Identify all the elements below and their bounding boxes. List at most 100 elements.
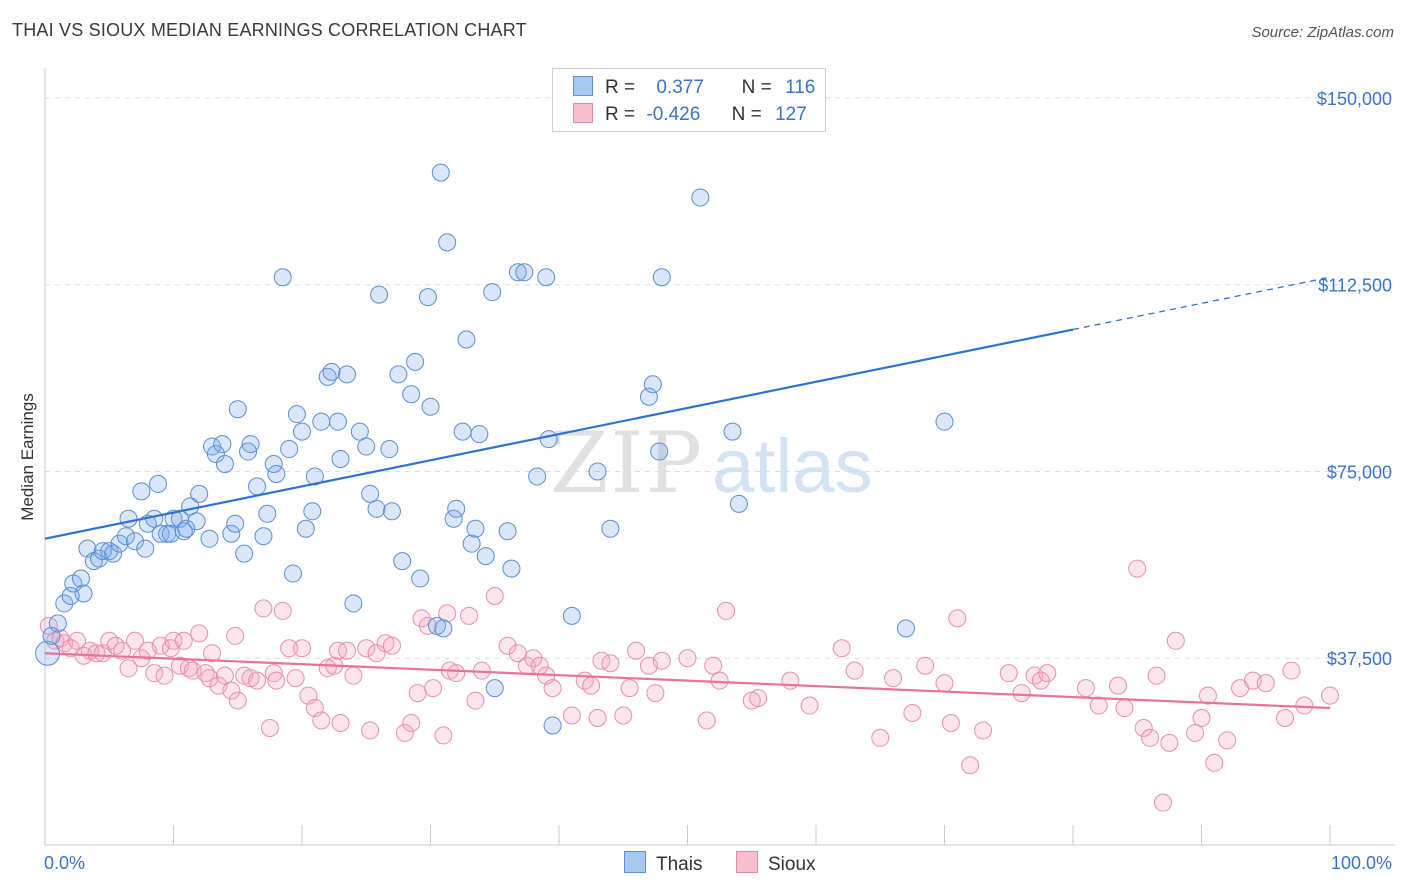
thais-point [200, 529, 219, 548]
thais-points [35, 163, 954, 735]
thais-trend-extension [1072, 276, 1331, 331]
thais-legend-swatch [624, 851, 646, 873]
sioux-point [155, 666, 174, 685]
sioux-point [652, 651, 671, 670]
thais-point [411, 569, 430, 588]
thais-point [421, 397, 440, 416]
sioux-point [447, 664, 466, 683]
sioux-point [582, 676, 601, 695]
sioux-point [717, 601, 736, 620]
thais-point [402, 385, 421, 404]
thais-point [284, 564, 303, 583]
sioux-point [948, 609, 967, 628]
thais-point [382, 502, 401, 521]
thais-point [293, 422, 311, 441]
thais-point [241, 435, 260, 454]
thais-point [483, 283, 502, 302]
sioux-point [466, 691, 485, 710]
sioux-point [941, 713, 960, 732]
thais-point [93, 542, 112, 561]
sioux-point [884, 669, 903, 688]
sioux-point [267, 671, 286, 690]
thais-point [470, 425, 489, 444]
thais-point [222, 524, 241, 543]
thais-point [215, 454, 234, 473]
axis-labels: $37,500 $75,000 $112,500 $150,000 0.0% 100.0%… [18, 89, 1392, 873]
thais-point [447, 499, 466, 518]
sioux-point [1038, 664, 1057, 683]
sioux-point [248, 671, 267, 690]
correlation-legend: R = 0.377 N = 116 R = -0.426 N = 127 [552, 68, 826, 132]
thais-point [462, 534, 481, 553]
thais-point [515, 263, 534, 282]
sioux-point [1282, 661, 1301, 680]
sioux-point [87, 644, 106, 663]
y-tick-label: $37,500 [1327, 649, 1392, 669]
sioux-point [382, 636, 401, 655]
thais-point [643, 375, 662, 394]
sioux-point [961, 756, 980, 775]
sioux-point [119, 659, 138, 678]
thais-point [305, 467, 324, 486]
sioux-point [1186, 723, 1205, 742]
sioux-point [562, 706, 581, 725]
thais-point [136, 539, 155, 558]
thais-point [206, 445, 225, 464]
thais-point [74, 584, 93, 603]
n-label: N = [741, 77, 772, 98]
sioux-point [395, 723, 414, 742]
sioux-point [145, 664, 164, 683]
sioux-point [627, 641, 646, 660]
sioux-point [273, 601, 292, 620]
thais-point [190, 484, 209, 503]
sioux-point [164, 631, 183, 650]
thais-point [104, 544, 123, 563]
thais-point [406, 352, 425, 371]
sioux-point [264, 664, 283, 683]
sioux-point [620, 679, 639, 698]
thais-point [267, 464, 286, 483]
thais-point [389, 365, 408, 384]
thais-legend-label: Thais [656, 854, 703, 875]
sioux-point [749, 689, 768, 708]
thais-point [119, 509, 138, 528]
sioux-point [200, 669, 219, 688]
thais-point [125, 532, 144, 551]
sioux-point [228, 691, 247, 710]
sioux-point [1031, 671, 1050, 690]
y-tick-label: $75,000 [1327, 462, 1392, 482]
sioux-point [1153, 793, 1172, 812]
sioux-point [1147, 666, 1166, 685]
sioux-point [337, 641, 356, 660]
thais-point [691, 188, 710, 207]
thais-point [588, 462, 607, 481]
sioux-point [286, 669, 305, 688]
sioux-point [361, 721, 380, 740]
sioux-point [68, 631, 87, 650]
sioux-r-value: -0.426 [646, 104, 701, 125]
thais-point [508, 263, 527, 282]
sioux-point [460, 606, 479, 625]
sioux-point [434, 726, 453, 745]
sioux-point [402, 713, 421, 732]
sioux-point [588, 708, 607, 727]
thais-point [650, 442, 669, 461]
axes [44, 68, 1395, 846]
thais-point [434, 619, 453, 638]
thais-point [312, 412, 331, 431]
sioux-point [174, 631, 193, 650]
thais-point [562, 606, 581, 625]
sioux-point [832, 639, 851, 658]
thais-point [896, 619, 915, 638]
thais-point [498, 522, 517, 541]
r-label: R = [605, 104, 636, 125]
thais-point [337, 365, 356, 384]
thais-swatch [573, 76, 593, 96]
sioux-point [1295, 696, 1314, 715]
thais-point [226, 514, 245, 533]
sioux-point [190, 624, 209, 643]
sioux-point [1141, 728, 1160, 747]
sioux-point [215, 666, 234, 685]
thais-point [110, 534, 129, 553]
thais-point [296, 519, 315, 538]
